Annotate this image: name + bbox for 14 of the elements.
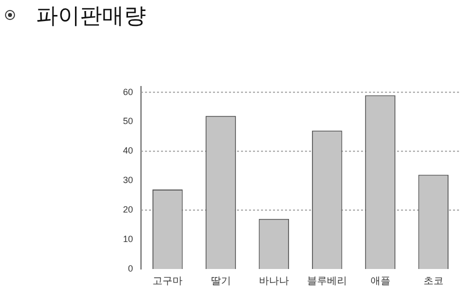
y-tick-label: 20: [122, 204, 134, 215]
y-tick-label: 30: [122, 175, 134, 186]
y-tick-label: 10: [122, 234, 134, 244]
y-tick-label: 0: [128, 263, 134, 274]
chart-title: 파이판매량: [36, 3, 146, 31]
x-tick-label: 애플: [370, 276, 390, 287]
x-tick-label: 딸기: [210, 276, 231, 287]
y-tick-label: 60: [122, 86, 134, 97]
x-tick-label: 초코: [423, 276, 444, 287]
x-tick-label: 블루베리: [307, 276, 348, 287]
y-tick-label: 50: [122, 116, 134, 126]
x-tick-label: 고구마: [152, 276, 183, 287]
x-tick-label: 바나나: [258, 276, 289, 287]
y-tick-label: 40: [122, 146, 134, 156]
